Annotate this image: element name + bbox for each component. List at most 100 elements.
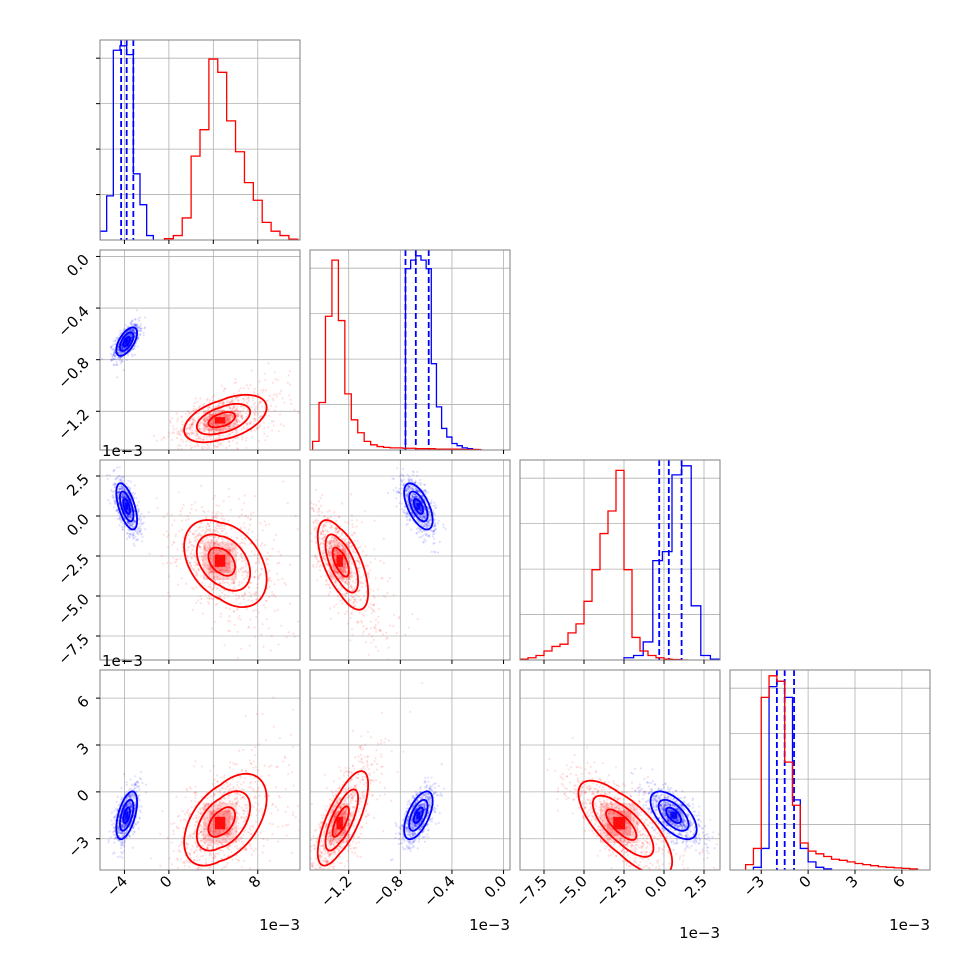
red-sample-point xyxy=(209,583,212,586)
red-sample-point xyxy=(196,534,199,538)
red-sample-point xyxy=(181,528,184,531)
red-sample-point xyxy=(199,545,202,549)
blue-sample-point xyxy=(126,532,129,535)
blue-sample-point xyxy=(395,505,398,508)
blue-sample-point xyxy=(139,325,142,328)
red-sample-point xyxy=(196,534,199,537)
red-sample-point xyxy=(245,562,248,565)
blue-sample-point xyxy=(134,332,137,335)
red-sample-point xyxy=(234,407,237,410)
red-sample-point xyxy=(253,417,256,420)
blue-sample-point xyxy=(126,354,130,357)
red-sample-point xyxy=(322,526,325,529)
red-sample-point xyxy=(274,405,277,408)
blue-sample-point xyxy=(117,491,120,494)
red-sample-point xyxy=(245,397,248,400)
red-sample-point xyxy=(216,429,220,432)
red-sample-point xyxy=(379,630,382,633)
red-sample-point xyxy=(231,431,234,434)
red-sample-point xyxy=(242,578,245,581)
blue-sample-point xyxy=(114,354,117,357)
red-sample-point xyxy=(198,404,201,408)
blue-sample-point xyxy=(120,495,123,498)
red-sample-point xyxy=(206,419,209,422)
red-sample-point xyxy=(208,399,211,402)
red-sample-point xyxy=(193,539,196,542)
red-sample-point xyxy=(225,419,228,422)
red-sample-point xyxy=(268,578,271,581)
red-sample-point xyxy=(188,538,191,541)
blue-sample-point xyxy=(406,515,409,519)
red-sample-point xyxy=(226,564,229,567)
red-sample-point xyxy=(236,442,239,445)
blue-sample-point xyxy=(126,491,129,494)
red-sample-point xyxy=(213,494,216,497)
blue-sample-point xyxy=(126,514,129,517)
red-sample-point xyxy=(190,507,193,511)
red-sample-point xyxy=(208,594,211,597)
red-sample-point xyxy=(218,581,221,585)
blue-sample-point xyxy=(444,528,447,531)
blue-sample-point xyxy=(127,521,130,525)
blue-sample-point xyxy=(126,537,129,540)
red-sample-point xyxy=(247,626,250,629)
blue-sample-point xyxy=(137,527,140,530)
red-sample-point xyxy=(338,529,341,532)
blue-sample-point xyxy=(132,329,135,333)
blue-sample-point xyxy=(121,493,124,496)
blue-sample-point xyxy=(413,496,416,499)
red-sample-point xyxy=(193,536,196,540)
blue-sample-point xyxy=(424,533,427,536)
blue-sample-point xyxy=(124,489,127,492)
red-sample-point xyxy=(202,411,205,414)
blue-sample-point xyxy=(407,488,410,491)
blue-sample-point xyxy=(142,521,145,524)
blue-sample-point xyxy=(122,329,125,332)
blue-sample-point xyxy=(118,490,121,493)
blue-sample-point xyxy=(411,513,414,516)
blue-sample-point xyxy=(409,479,412,482)
red-sample-point xyxy=(222,429,225,432)
red-sample-point xyxy=(215,541,218,544)
red-sample-point xyxy=(313,528,316,531)
red-sample-point xyxy=(255,594,258,597)
red-sample-point xyxy=(271,397,274,400)
blue-sample-point xyxy=(128,333,131,336)
blue-sample-point xyxy=(117,491,120,494)
red-sample-point xyxy=(266,558,269,561)
red-sample-point xyxy=(254,562,257,565)
red-sample-point xyxy=(264,378,267,381)
blue-sample-point xyxy=(134,323,137,326)
red-sample-point xyxy=(312,563,315,567)
red-sample-point xyxy=(233,433,236,436)
blue-sample-point xyxy=(424,509,427,512)
red-sample-point xyxy=(178,530,181,533)
red-sample-point xyxy=(206,418,209,421)
red-sample-point xyxy=(249,542,252,545)
red-sample-point xyxy=(234,378,237,381)
red-sample-point xyxy=(239,567,242,570)
red-sample-point xyxy=(273,409,277,412)
blue-sample-point xyxy=(127,485,130,488)
red-sample-point xyxy=(386,636,389,639)
red-sample-point xyxy=(336,527,339,531)
blue-sample-point xyxy=(130,321,133,324)
red-sample-point xyxy=(189,444,192,447)
red-sample-point xyxy=(224,593,227,597)
red-sample-point xyxy=(253,412,256,415)
red-sample-point xyxy=(235,537,238,540)
blue-sample-point xyxy=(116,492,119,495)
blue-sample-point xyxy=(142,334,145,337)
blue-sample-point xyxy=(415,518,418,521)
blue-sample-point xyxy=(128,329,131,332)
red-sample-point xyxy=(180,415,183,418)
red-sample-point xyxy=(263,432,266,436)
red-sample-point xyxy=(198,546,201,549)
red-sample-point xyxy=(212,424,215,427)
red-sample-point xyxy=(243,526,246,529)
blue-sample-point xyxy=(119,356,122,359)
red-sample-point xyxy=(234,418,237,421)
red-sample-point xyxy=(338,545,341,548)
blue-sample-point xyxy=(136,326,139,329)
blue-sample-point xyxy=(433,528,436,531)
